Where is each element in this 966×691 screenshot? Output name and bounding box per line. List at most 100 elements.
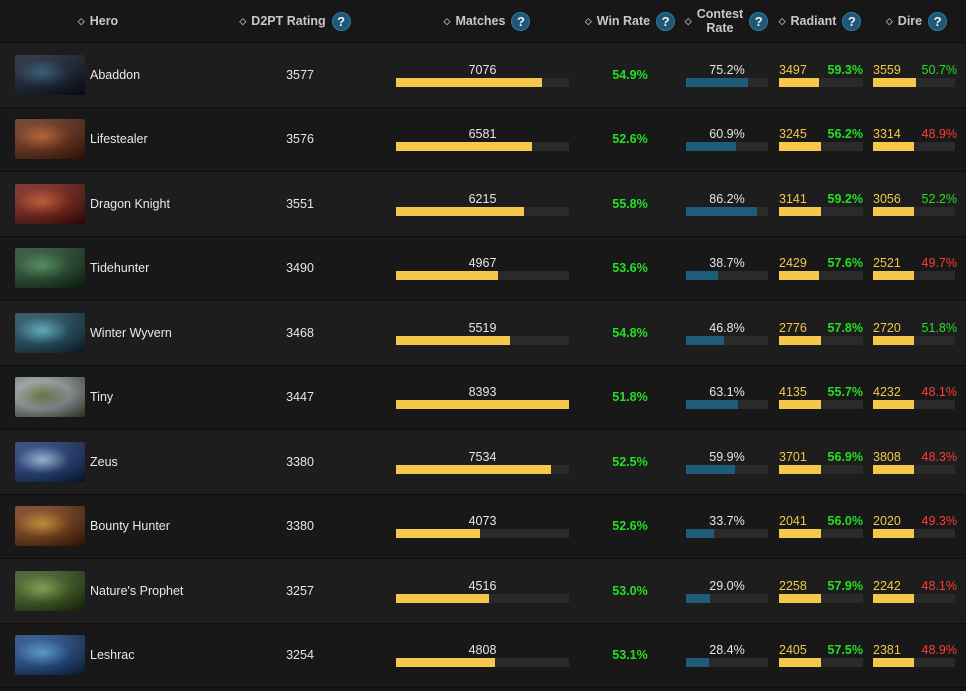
radiant-bar [779,529,863,539]
win-rate-cell: 53.0% [580,559,680,623]
hero-cell[interactable]: Tiny [0,366,196,430]
dire-bar [873,142,955,152]
table-row[interactable]: Winter Wyvern 3468 5519 54.8% 46.8% 2776… [0,301,966,366]
help-icon[interactable]: ? [331,11,351,31]
contest-rate-bar [686,464,768,474]
help-icon[interactable]: ? [749,11,769,31]
dire-matches: 2242 [873,578,901,593]
table-row[interactable]: Bounty Hunter 3380 4073 52.6% 33.7% 2041… [0,494,966,559]
column-header-matches[interactable]: ◇ Matches ? [394,0,580,42]
hero-name[interactable]: Leshrac [90,648,135,663]
table-row[interactable]: Tiny 3447 8393 51.8% 63.1% 4135 55.7% [0,365,966,430]
radiant-stats: 3701 56.9% [779,450,863,464]
column-header-contest-rate[interactable]: ◇ Contest Rate ? [680,0,773,42]
sort-icon: ◇ [684,16,692,26]
dire-cell: 2020 49.3% [867,495,966,559]
hero-name[interactable]: Abaddon [90,67,141,82]
dire-stats: 3056 52.2% [873,192,957,206]
table-row[interactable]: Tidehunter 3490 4967 53.6% 38.7% 2429 57… [0,236,966,301]
radiant-bar-fill [779,335,821,345]
hero-cell[interactable]: Tidehunter [0,237,196,301]
dire-matches: 3314 [873,127,901,142]
hero-name[interactable]: Nature's Prophet [90,583,184,598]
column-header-rating[interactable]: ◇ D2PT Rating ? [196,0,394,42]
hero-name[interactable]: Lifestealer [90,132,148,147]
hero-cell[interactable]: Winter Wyvern [0,301,196,365]
radiant-matches: 2041 [779,514,807,529]
dire-matches: 2381 [873,643,901,658]
hero-cell[interactable]: Lifestealer [0,108,196,172]
dire-stats: 2020 49.3% [873,514,957,528]
sort-icon: ◇ [584,16,592,26]
win-rate-value: 52.6% [612,132,648,147]
radiant-cell: 3245 56.2% [773,108,867,172]
matches-cell: 6215 [394,172,580,236]
dire-stats: 3559 50.7% [873,63,957,77]
win-rate-cell: 54.9% [580,43,680,107]
help-icon[interactable]: ? [511,11,531,31]
dire-stats: 2521 49.7% [873,256,957,270]
hero-cell[interactable]: Zeus [0,430,196,494]
dire-matches: 2720 [873,320,901,335]
radiant-cell: 3141 59.2% [773,172,867,236]
hero-cell[interactable]: Bounty Hunter [0,495,196,559]
column-header-hero[interactable]: ◇ Hero [0,0,196,42]
hero-name[interactable]: Dragon Knight [90,196,170,211]
column-header-win-rate[interactable]: ◇ Win Rate ? [580,0,680,42]
win-rate-cell: 54.8% [580,301,680,365]
column-header-radiant[interactable]: ◇ Radiant ? [773,0,867,42]
dire-bar-fill [873,271,914,281]
hero-name[interactable]: Tidehunter [90,261,150,276]
table-row[interactable]: Leshrac 3254 4808 53.1% 28.4% 2405 57.5% [0,623,966,688]
table-row[interactable]: Abaddon 3577 7076 54.9% 75.2% 3497 59.3% [0,43,966,108]
sort-icon: ◇ [443,16,451,26]
hero-name[interactable]: Zeus [90,454,118,469]
help-icon[interactable]: ? [928,11,948,31]
dire-bar [873,593,955,603]
contest-rate-bar-fill [686,77,748,87]
rating-cell: 3490 [196,237,394,301]
matches-bar-fill [396,271,499,281]
table-row[interactable]: Nature's Prophet 3257 4516 53.0% 29.0% 2… [0,559,966,624]
dire-bar [873,77,955,87]
column-label-radiant: Radiant [790,14,837,28]
contest-rate-value: 29.0% [709,578,745,593]
hero-cell[interactable]: Nature's Prophet [0,559,196,623]
radiant-stats: 4135 55.7% [779,385,863,399]
dire-stats: 4232 48.1% [873,385,957,399]
contest-rate-value: 86.2% [709,191,745,206]
table-row[interactable]: Dragon Knight 3551 6215 55.8% 86.2% 3141… [0,172,966,237]
radiant-cell: 2405 57.5% [773,624,867,688]
hero-cell[interactable]: Leshrac [0,624,196,688]
hero-cell[interactable]: Dragon Knight [0,172,196,236]
sort-icon: ◇ [77,16,85,26]
dire-win-rate: 52.2% [921,191,957,206]
win-rate-cell: 51.8% [580,366,680,430]
matches-value: 5519 [468,320,497,335]
hero-name[interactable]: Bounty Hunter [90,519,170,534]
radiant-stats: 3141 59.2% [779,192,863,206]
hero-cell[interactable]: Abaddon [0,43,196,107]
hero-portrait [15,506,85,547]
matches-bar [396,77,569,87]
help-icon[interactable]: ? [842,11,862,31]
table-row[interactable]: Lifestealer 3576 6581 52.6% 60.9% 3245 5… [0,107,966,172]
table-row[interactable]: Zeus 3380 7534 52.5% 59.9% 3701 56.9% [0,430,966,495]
hero-name[interactable]: Winter Wyvern [90,325,172,340]
dire-matches: 3559 [873,62,901,77]
dire-win-rate: 50.7% [921,62,957,77]
contest-rate-bar [686,77,768,87]
help-icon[interactable]: ? [656,11,676,31]
column-header-dire[interactable]: ◇ Dire ? [867,0,966,42]
dire-cell: 3559 50.7% [867,43,966,107]
hero-portrait [15,312,85,353]
radiant-win-rate: 56.9% [827,449,863,464]
hero-name[interactable]: Tiny [90,390,114,405]
contest-rate-cell: 60.9% [680,108,773,172]
hero-portrait [15,183,85,224]
radiant-stats: 2429 57.6% [779,256,863,270]
dire-bar [873,206,955,216]
radiant-cell: 2258 57.9% [773,559,867,623]
win-rate-value: 55.8% [612,196,648,211]
dire-win-rate: 49.3% [921,514,957,529]
